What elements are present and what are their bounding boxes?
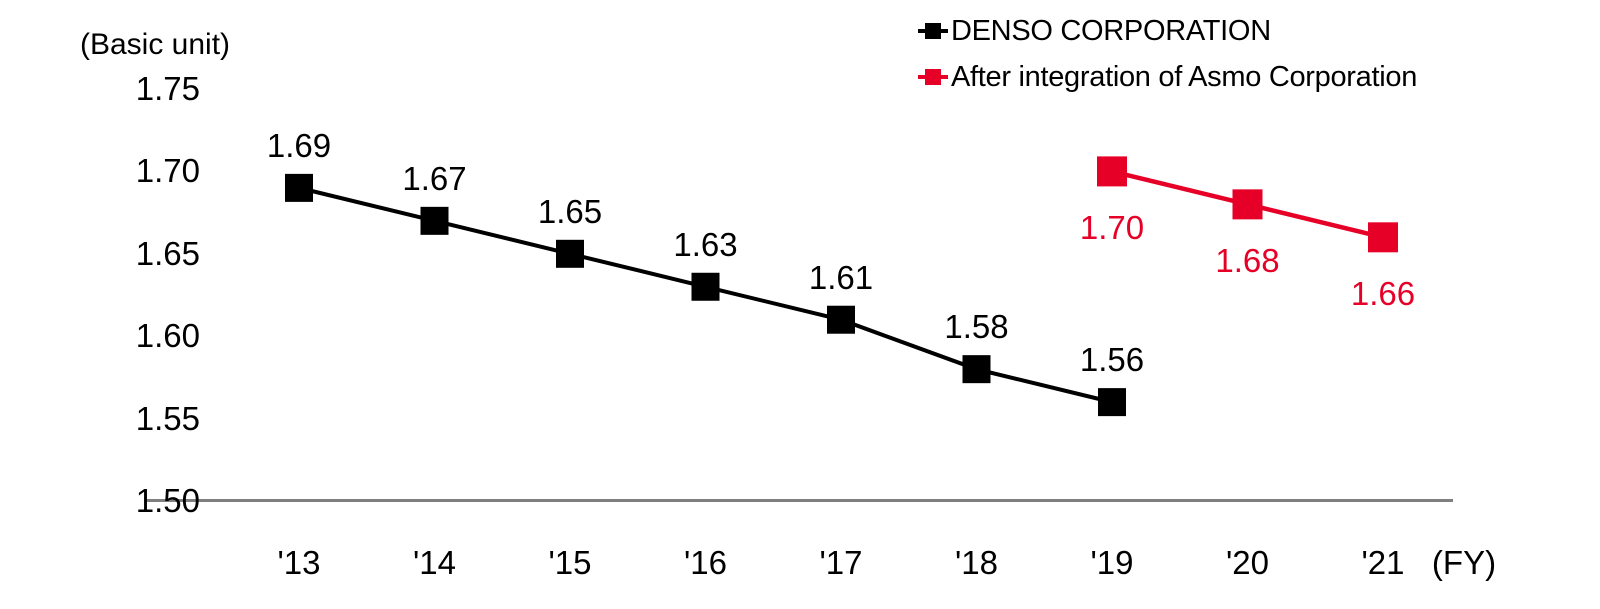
y-axis-unit-label: (Basic unit)	[80, 28, 231, 61]
data-point-marker	[691, 272, 720, 301]
y-axis-tick-label: 1.55	[135, 399, 200, 437]
legend-square-icon	[925, 23, 941, 39]
data-point-value-label: 1.67	[402, 159, 467, 197]
y-axis-tick-label: 1.70	[135, 152, 200, 190]
y-axis-tick-label: 1.65	[135, 234, 200, 272]
x-axis-tick-label: '17	[819, 544, 863, 581]
x-axis-tick-label: '21	[1361, 544, 1405, 581]
x-axis-tick-label: '16	[683, 544, 727, 581]
data-point-marker	[420, 206, 449, 235]
data-point-value-label: 1.61	[808, 258, 874, 296]
data-point-value-label: 1.58	[944, 308, 1009, 346]
x-axis-line	[145, 499, 1453, 502]
data-point-value-label: 1.56	[1079, 341, 1145, 379]
x-axis-unit-label: (FY)	[1431, 544, 1497, 581]
legend-label-asmo: After integration of Asmo Corporation	[951, 60, 1418, 93]
legend-square-icon	[925, 69, 941, 85]
data-point-marker	[556, 239, 584, 268]
y-axis-tick-label: 1.50	[135, 482, 200, 519]
x-axis-tick-label: '19	[1090, 544, 1134, 581]
x-axis-tick-label: '15	[548, 544, 592, 581]
legend-square-marker-icon	[918, 16, 948, 46]
legend: DENSO CORPORATION After integration of A…	[918, 8, 1417, 100]
data-point-marker	[1098, 388, 1126, 417]
x-axis-tick-label: '13	[277, 544, 321, 581]
y-axis-tick-label: 1.75	[135, 70, 200, 107]
data-point-value-label: 1.66	[1350, 275, 1416, 313]
data-point-value-label: 1.70	[1079, 209, 1145, 247]
x-axis-tick-label: '14	[412, 544, 456, 581]
data-point-value-label: 1.65	[537, 192, 603, 230]
legend-item-asmo: After integration of Asmo Corporation	[918, 54, 1417, 100]
data-point-value-label: 1.69	[266, 126, 332, 164]
data-point-value-label: 1.63	[673, 225, 738, 263]
legend-label-denso: DENSO CORPORATION	[951, 14, 1271, 47]
data-point-marker	[827, 305, 855, 334]
legend-square-marker-icon	[918, 62, 948, 92]
data-point-marker	[962, 355, 991, 384]
x-axis-tick-label: '20	[1225, 544, 1269, 581]
x-axis-tick-label: '18	[954, 544, 998, 581]
legend-item-denso: DENSO CORPORATION	[918, 8, 1417, 54]
data-point-value-label: 1.68	[1215, 242, 1280, 280]
data-point-marker	[1368, 222, 1398, 253]
data-point-marker	[285, 173, 313, 202]
data-point-marker	[1232, 189, 1263, 220]
data-point-marker	[1097, 156, 1127, 187]
y-axis-tick-label: 1.60	[135, 317, 200, 355]
